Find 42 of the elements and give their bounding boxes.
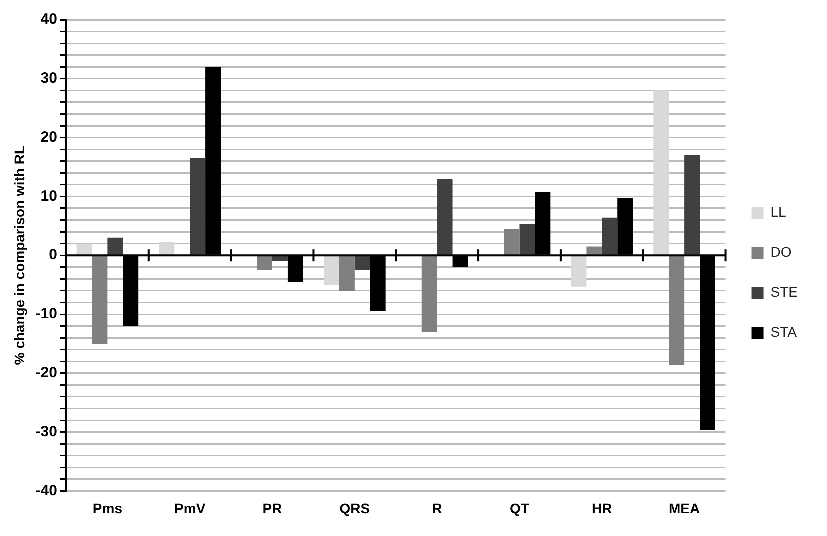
bar [571, 256, 587, 287]
bar [354, 256, 370, 270]
bar [669, 256, 685, 366]
bar [586, 246, 602, 255]
y-tick-label: 30 [40, 70, 58, 88]
legend-label: STA [770, 324, 798, 340]
bar [108, 238, 124, 255]
bar [190, 158, 206, 255]
y-tick-label: -30 [36, 423, 58, 440]
x-tick-label: QRS [340, 500, 370, 516]
bar [272, 256, 288, 262]
x-tick-label: QT [510, 500, 530, 516]
y-tick-label: 10 [40, 188, 58, 205]
y-tick-label: 20 [40, 128, 58, 146]
legend-label: LL [770, 204, 787, 220]
legend-label: STE [770, 284, 798, 300]
x-tick-label: PmV [174, 500, 206, 516]
bar [654, 90, 670, 255]
bar [339, 256, 355, 291]
bar [422, 256, 438, 332]
x-tick-label: R [432, 500, 442, 516]
bar [257, 256, 273, 270]
y-tick-label: -10 [36, 306, 58, 323]
y-tick-label: 0 [49, 246, 58, 264]
bar [159, 242, 175, 255]
y-tick-label: -40 [36, 482, 58, 500]
y-axis-title: % change in comparison with RL [11, 145, 28, 366]
bar [92, 256, 108, 344]
x-tick-label: MEA [669, 500, 700, 516]
y-tick-label: -20 [36, 364, 58, 382]
x-tick-label: PR [262, 500, 282, 516]
bar [437, 179, 453, 255]
legend-label: DO [770, 244, 792, 260]
bar [76, 244, 92, 255]
bar [504, 229, 520, 255]
bar [324, 256, 340, 286]
y-tick-label: 40 [40, 11, 58, 28]
bar [602, 218, 618, 255]
x-tick-label: HR [592, 500, 612, 516]
bar [520, 224, 536, 255]
bar [684, 155, 700, 255]
x-tick-label: Pms [92, 500, 123, 516]
